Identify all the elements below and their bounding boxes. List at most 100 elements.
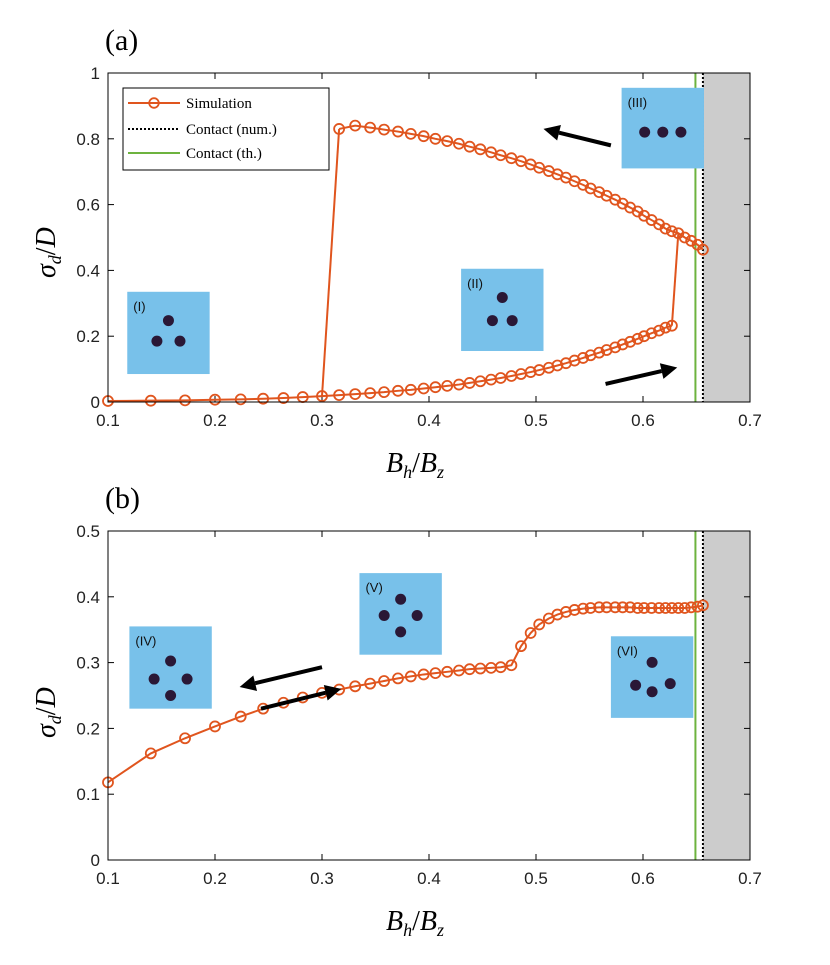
panel-b-xlabel-b2: B (420, 906, 437, 937)
panel-b-data-point (577, 602, 589, 615)
legend-entry-contact-th: Contact (th.) (128, 146, 262, 162)
arrow-shaft (260, 690, 327, 711)
panel-a-data-point (678, 231, 691, 244)
panel-b-data-point (349, 680, 362, 693)
panel-a-data-point (665, 319, 678, 332)
panel-a-data-point (257, 392, 270, 405)
panel-a-shade-rect (702, 73, 750, 402)
legend-simulation-marker (148, 97, 160, 109)
panel-b-arrows (239, 665, 342, 711)
panel-a-data-point (378, 386, 390, 399)
panel-b-data-point (515, 640, 527, 653)
panel-b-xtick-label: 0.5 (524, 869, 548, 888)
arrow-shaft (605, 369, 663, 386)
panel-b-data-point (378, 675, 390, 687)
inset-label: (II) (467, 276, 483, 291)
panel-b-inset: (IV) (129, 626, 212, 709)
panel-a-xtick-label: 0.3 (310, 411, 334, 430)
panel-b-ylabel-sub-d: d (45, 714, 65, 724)
panel-a-xlabel-sub-z: z (436, 462, 444, 482)
panel-a-data-point (378, 123, 390, 136)
inset-particle (639, 126, 651, 138)
panel-a-data-point (417, 382, 430, 395)
panel-b-ylabel: σd/D (31, 687, 65, 738)
panel-a-arrow (543, 124, 612, 148)
panel-a-data-point (277, 392, 290, 404)
panel-b-ytick-label: 0.2 (76, 719, 100, 738)
arrow-head (659, 363, 678, 379)
panel-b-ylabel-d: D (31, 687, 62, 708)
inset-background (610, 636, 694, 718)
panel-a-data-point (441, 135, 454, 148)
panel-b-data-point (631, 602, 644, 614)
panel-b-data-point (505, 659, 518, 672)
panel-a-ytick-label: 0.2 (76, 327, 100, 346)
panel-a-insets: (I) (II) (III) (127, 87, 704, 375)
panel-a-xlabel-b2: B (420, 448, 437, 479)
panel-a-ylabel-d: D (31, 227, 62, 248)
panel-a-data-point (609, 341, 622, 354)
panel-b-ytick-label: 0.4 (76, 588, 100, 607)
inset-background (359, 573, 442, 655)
panel-b-xtick-label: 0.3 (310, 869, 334, 888)
panel-a-xlabel-slash: / (412, 448, 420, 479)
panel-b-data-point (524, 627, 537, 639)
inset-label: (IV) (135, 633, 156, 648)
panel-b-inset: (VI) (610, 636, 694, 718)
panel-b-data-point (494, 661, 507, 674)
panel-b-data-point (685, 601, 698, 614)
inset-particle (486, 315, 498, 327)
arrow-head (543, 124, 561, 141)
panel-b-ytick-label: 0.3 (76, 654, 100, 673)
panel-b-ticks: 0.1 0.2 0.3 0.4 0.5 0.6 0.700.10.20.30.40.5 (76, 522, 761, 888)
panel-b-arrow (260, 684, 342, 711)
panel-a-data-point (234, 393, 247, 406)
panel-a-data-point (665, 225, 678, 238)
panel-b-data-point (609, 601, 622, 614)
panel-a-data-point (494, 149, 507, 162)
panel-b-data-point (144, 747, 157, 760)
panel-a: (a) 0.1 0.2 0.3 0.4 0.5 0.6 0.700.20.40.60.81 … (31, 24, 762, 482)
inset-particle (174, 335, 186, 347)
panel-b-ytick-label: 0 (91, 851, 100, 870)
panel-b-ylabel-sigma: σ (31, 723, 62, 738)
panel-a-data-point (551, 359, 564, 372)
inset-particle (395, 593, 407, 605)
inset-particle (148, 673, 160, 685)
panel-b-data-point (560, 606, 572, 618)
inset-label: (VI) (617, 643, 638, 658)
panel-a-label: (a) (105, 24, 138, 57)
panel-a-ylabel: σd/D (31, 227, 65, 278)
panel-a-data-point (463, 140, 476, 153)
panel-b-xtick-label: 0.2 (203, 869, 227, 888)
panel-a-ylabel-sigma: σ (31, 263, 62, 278)
panel-a-data-point (463, 377, 476, 389)
panel-a-xtick-label: 0.6 (631, 411, 655, 430)
panel-b-data-point (179, 732, 191, 745)
panel-a-data-point (474, 143, 487, 156)
panel-a-xtick-label: 0.7 (738, 411, 762, 430)
panel-b-data-point (429, 667, 442, 680)
arrow-head (239, 675, 258, 691)
arrow-shaft (254, 665, 323, 686)
panel-b-contact-shaded-region (702, 531, 750, 860)
panel-b-data-point (624, 601, 637, 614)
panel-a-ylabel-sub-d: d (45, 254, 65, 264)
panel-a-data-point (593, 346, 606, 359)
panel-b-arrow (239, 665, 323, 691)
panel-b-data-point (441, 665, 454, 678)
panel-b-xlabel-b: B (386, 906, 403, 937)
panel-a-data-point (524, 366, 537, 378)
panel-b: (b) 0.1 0.2 0.3 0.4 0.5 0.6 0.700.10.20.30.40.… (31, 482, 762, 940)
panel-a-data-point (144, 394, 157, 407)
legend: Simulation Contact (num.) Contact (th.) (122, 87, 330, 171)
panel-b-data-point (392, 672, 404, 685)
arrow-shaft (558, 130, 612, 148)
panel-b-data-point (638, 602, 650, 614)
inset-particle (506, 315, 518, 327)
panel-a-data-point (453, 378, 465, 391)
panel-a-xlabel-b: B (386, 448, 403, 479)
panel-b-ytick-label: 0.1 (76, 785, 100, 804)
panel-b-axes-frame (107, 530, 751, 861)
